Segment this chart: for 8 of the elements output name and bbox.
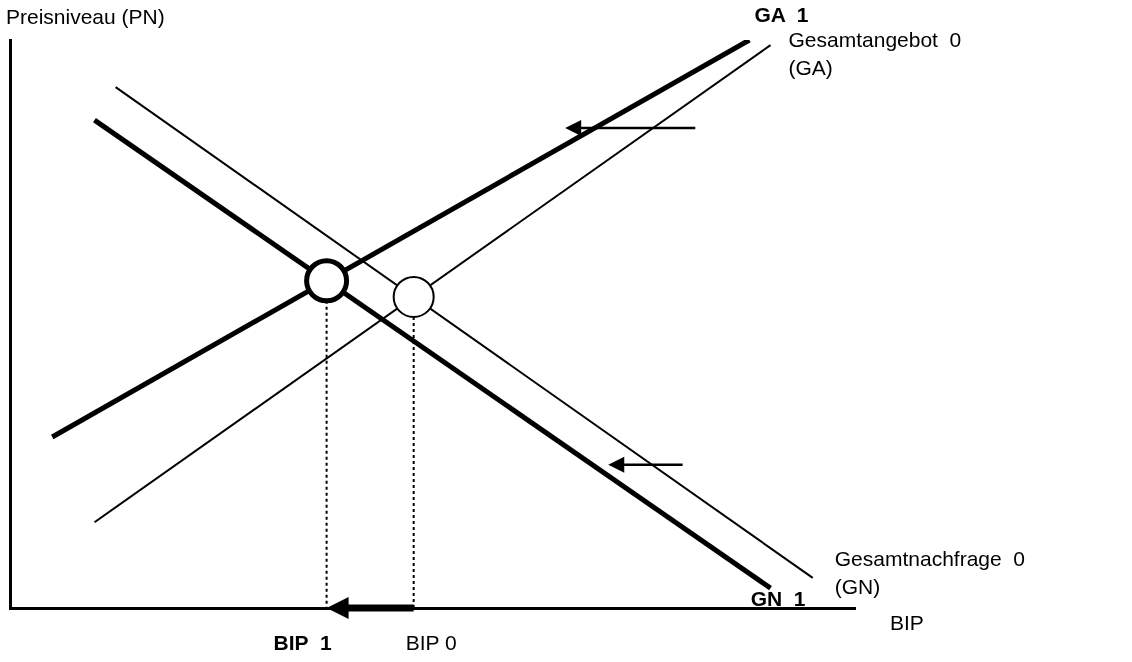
text: BIP 0: [405, 630, 457, 654]
text: BIP 1: [273, 630, 332, 654]
series-label: Gesamtangebot 0 (GA): [788, 27, 962, 79]
series-label: GA 1: [754, 2, 809, 26]
series-label: Gesamtnachfrage 0 (GN): [834, 546, 1026, 598]
series-label: GN 1: [750, 586, 806, 610]
y-axis-title: Preisniveau (PN): [6, 4, 165, 28]
x-axis-title: BIP: [890, 610, 924, 634]
